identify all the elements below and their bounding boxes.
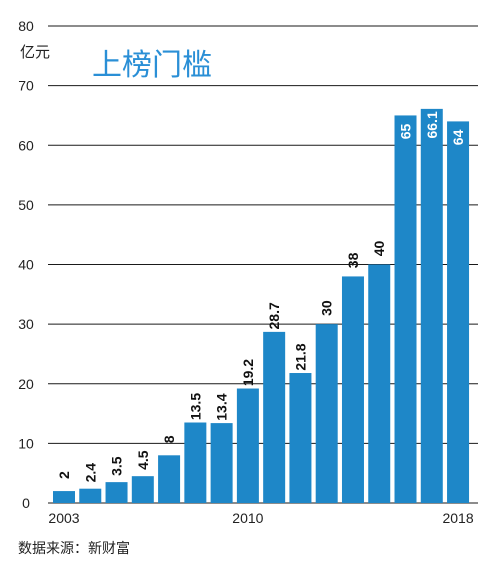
- data-label-2013: 30: [319, 300, 335, 316]
- y-tick-label-80: 80: [18, 18, 34, 34]
- data-label-2004: 2.4: [82, 463, 98, 483]
- bar-2006: [131, 476, 154, 503]
- bar-2008: [184, 422, 207, 503]
- bar-2015: [368, 264, 391, 503]
- bar-2011: [263, 331, 286, 503]
- bar-2016: [394, 115, 417, 503]
- data-label-2015: 40: [371, 241, 387, 257]
- bar-2010: [236, 388, 259, 503]
- bars: [53, 108, 470, 504]
- data-label-2006: 4.5: [135, 450, 151, 470]
- bar-2003: [53, 491, 75, 503]
- gridlines: [48, 25, 478, 504]
- data-label-2011: 28.7: [266, 302, 282, 329]
- x-tick-label-2010: 2010: [232, 510, 263, 526]
- y-tick-label-70: 70: [18, 78, 34, 94]
- bar-2005: [105, 482, 128, 503]
- chart-title: 上榜门槛: [92, 48, 212, 83]
- data-label-2009: 13.4: [214, 393, 230, 420]
- y-tick-label-50: 50: [18, 197, 34, 213]
- bar-2018: [447, 121, 470, 504]
- data-label-2008: 13.5: [187, 393, 203, 420]
- data-label-2010: 19.2: [240, 359, 256, 386]
- data-label-2005: 3.5: [109, 456, 125, 476]
- data-label-2012: 21.8: [292, 343, 308, 370]
- data-label-2003: 2: [56, 471, 72, 479]
- data-labels: 2 2.4 3.5 4.5 8 13.5 13.4 19.2 28.7 21.8 30 38 40 65 6…: [56, 111, 466, 482]
- y-tick-label-30: 30: [18, 316, 34, 332]
- bar-2013: [315, 324, 338, 503]
- y-axis-ticks: 0 10 20 30 40 50 60 70 80: [18, 18, 34, 511]
- bar-2012: [289, 373, 312, 503]
- bar-2009: [210, 423, 233, 503]
- y-tick-label-20: 20: [18, 376, 34, 392]
- x-tick-label-2018: 2018: [442, 510, 473, 526]
- x-axis-ticks: 2003 2010 2018: [48, 510, 473, 526]
- bar-2004: [79, 488, 102, 503]
- bar-2007: [158, 455, 181, 503]
- y-tick-label-60: 60: [18, 137, 34, 153]
- data-label-2007: 8: [161, 435, 177, 443]
- y-tick-label-10: 10: [18, 435, 34, 451]
- y-tick-label-40: 40: [18, 257, 34, 273]
- data-label-2017: 66.1: [424, 111, 440, 138]
- data-label-2018: 64: [450, 129, 466, 145]
- bar-2017: [420, 108, 443, 503]
- x-tick-label-2003: 2003: [48, 510, 79, 526]
- y-tick-label-0: 0: [22, 495, 30, 511]
- data-source-note: 数据来源：新财富: [18, 541, 130, 557]
- data-label-2014: 38: [345, 252, 361, 268]
- bar-2014: [341, 276, 364, 503]
- data-label-2016: 65: [398, 123, 414, 139]
- y-axis-unit-label: 亿元: [20, 43, 50, 61]
